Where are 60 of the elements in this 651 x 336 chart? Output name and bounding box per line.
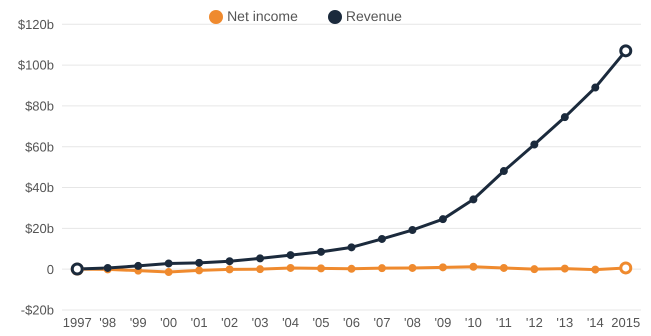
point	[317, 264, 326, 272]
x-tick-label: '10	[464, 315, 482, 330]
point	[408, 226, 416, 234]
point	[226, 265, 234, 274]
point	[348, 264, 356, 273]
point	[378, 234, 386, 243]
x-tick-label: '99	[130, 315, 147, 330]
x-tick-label: '02	[221, 315, 238, 330]
x-tick-label: '11	[496, 315, 512, 330]
x-tick-label: '98	[99, 315, 116, 330]
x-tick-label: '06	[343, 315, 360, 330]
y-tick-label: $80b	[25, 98, 54, 114]
point	[560, 264, 569, 273]
x-tick-label: '05	[312, 315, 330, 330]
point	[286, 251, 295, 260]
point	[348, 243, 356, 252]
x-tick-label: '01	[190, 315, 208, 330]
point	[408, 264, 416, 272]
point	[317, 248, 326, 256]
point	[530, 140, 538, 148]
point	[256, 254, 264, 262]
point	[500, 167, 508, 176]
x-tick-label: '04	[282, 315, 300, 330]
point	[530, 265, 538, 274]
y-tick-label: $100b	[18, 58, 54, 73]
point	[164, 259, 173, 268]
x-tick-label: '07	[373, 315, 390, 330]
x-tick-label: '12	[526, 315, 543, 330]
x-tick-label: '14	[586, 315, 604, 330]
point	[591, 266, 600, 274]
point	[286, 264, 295, 272]
y-tick-label: $120b	[18, 16, 54, 32]
point	[195, 266, 204, 274]
y-tick-label: $40b	[25, 180, 54, 196]
x-tick-label: 1997	[62, 315, 92, 330]
x-tick-label: '08	[404, 315, 421, 330]
x-tick-label: 2015	[611, 315, 640, 330]
x-tick-label: '00	[160, 315, 178, 330]
y-tick-label: $60b	[25, 139, 54, 154]
point	[438, 263, 447, 272]
point	[469, 262, 478, 271]
point	[591, 84, 600, 92]
point	[195, 258, 204, 267]
point	[500, 264, 508, 272]
point	[226, 257, 234, 266]
y-tick-label: 0	[46, 262, 54, 277]
point	[560, 113, 569, 122]
x-tick-label: '03	[252, 315, 269, 330]
y-tick-label: $20b	[25, 220, 54, 236]
point	[134, 262, 142, 270]
point	[469, 195, 478, 204]
point	[164, 268, 173, 276]
legend-label: Revenue	[346, 8, 402, 24]
point	[378, 264, 386, 272]
x-tick-label: '13	[556, 315, 574, 330]
point	[256, 265, 264, 274]
point	[438, 215, 447, 224]
x-tick-label: '09	[434, 315, 452, 330]
y-tick-label: -$20b	[20, 302, 54, 318]
legend-label: Net income	[227, 8, 298, 24]
